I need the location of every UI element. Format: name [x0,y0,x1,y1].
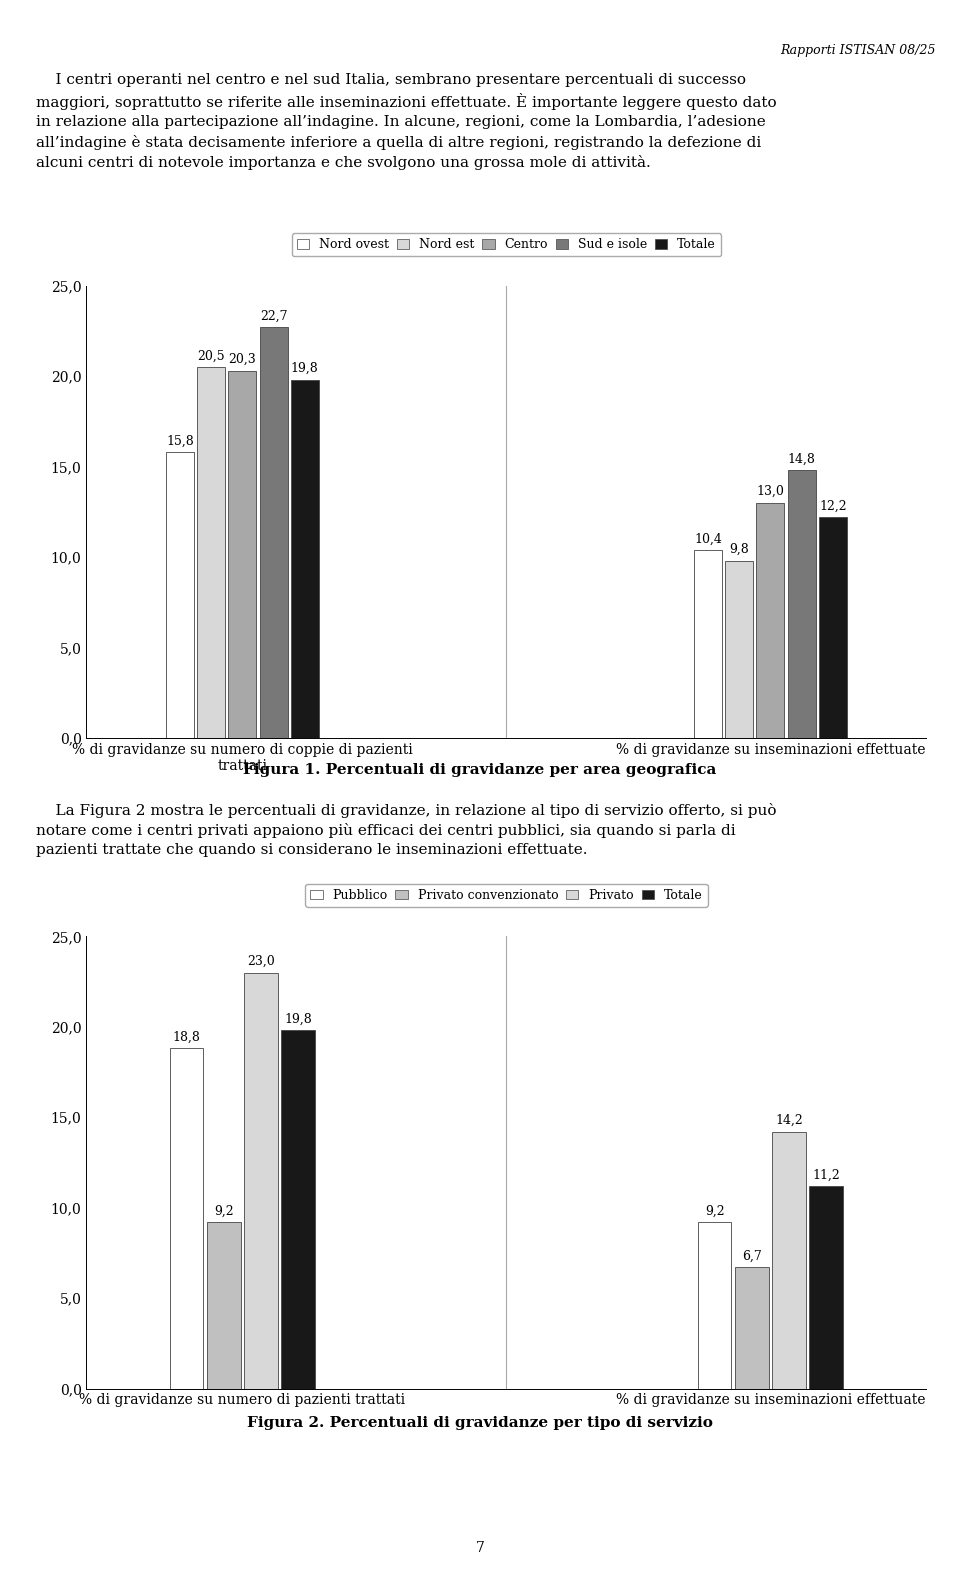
Bar [735,1268,769,1389]
Bar [291,379,319,738]
Legend: Pubblico, Privato convenzionato, Privato, Totale: Pubblico, Privato convenzionato, Privato… [305,884,708,906]
Bar [772,1132,805,1389]
Text: 19,8: 19,8 [284,1013,312,1025]
Text: 9,2: 9,2 [705,1205,725,1217]
Bar [756,503,784,738]
Bar [228,371,256,738]
Text: 22,7: 22,7 [260,309,287,322]
Bar [207,1222,241,1389]
Bar [698,1222,732,1389]
Bar [809,1185,843,1389]
Text: 13,0: 13,0 [756,486,784,498]
Text: 14,2: 14,2 [775,1114,803,1127]
Bar [281,1030,315,1389]
Text: Figura 2. Percentuali di gravidanze per tipo di servizio: Figura 2. Percentuali di gravidanze per … [247,1416,713,1430]
Text: 19,8: 19,8 [291,362,319,375]
Text: 12,2: 12,2 [819,500,847,513]
Text: La Figura 2 mostra le percentuali di gravidanze, in relazione al tipo di servizi: La Figura 2 mostra le percentuali di gra… [36,803,777,857]
Text: 15,8: 15,8 [166,435,194,448]
Text: 20,3: 20,3 [228,354,256,367]
Text: I centri operanti nel centro e nel sud Italia, sembrano presentare percentuali d: I centri operanti nel centro e nel sud I… [36,73,777,170]
Bar [166,452,194,738]
Text: 20,5: 20,5 [198,349,225,362]
Text: 11,2: 11,2 [812,1168,840,1181]
Text: 10,4: 10,4 [694,532,722,546]
Text: 9,8: 9,8 [730,543,749,555]
Legend: Nord ovest, Nord est, Centro, Sud e isole, Totale: Nord ovest, Nord est, Centro, Sud e isol… [292,233,721,256]
Bar [170,1049,204,1389]
Bar [725,560,754,738]
Text: 7: 7 [475,1541,485,1555]
Text: 18,8: 18,8 [173,1032,201,1044]
Text: 6,7: 6,7 [742,1251,761,1263]
Bar [819,517,847,738]
Bar [244,973,277,1389]
Bar [259,327,288,738]
Text: 14,8: 14,8 [787,452,816,465]
Bar [694,549,722,738]
Text: Figura 1. Percentuali di gravidanze per area geografica: Figura 1. Percentuali di gravidanze per … [243,763,717,778]
Bar [787,470,816,738]
Text: 9,2: 9,2 [214,1205,233,1217]
Text: 23,0: 23,0 [247,955,275,968]
Text: Rapporti ISTISAN 08/25: Rapporti ISTISAN 08/25 [780,44,936,57]
Bar [197,367,226,738]
